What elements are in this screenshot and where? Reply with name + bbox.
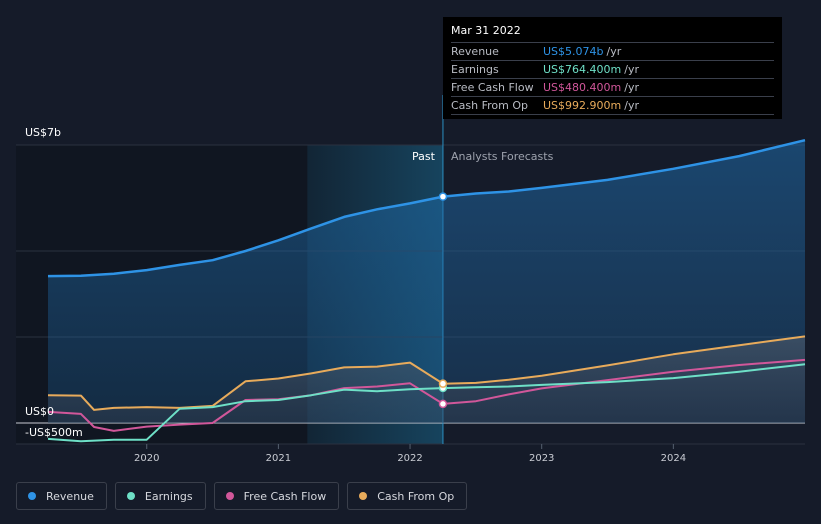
tooltip-unit: /yr	[624, 81, 639, 94]
series-line-cash-from-op	[47, 335, 806, 411]
legend-dot-icon	[28, 492, 36, 500]
y-label-negative: -US$500m	[25, 426, 83, 439]
series-line-earnings	[47, 363, 806, 443]
tooltip-label: Free Cash Flow	[451, 81, 534, 94]
cash-from-op-area	[48, 336, 805, 423]
tooltip-row-revenue: Revenue US$5.074b /yr	[451, 43, 774, 61]
forecast-label: Analysts Forecasts	[451, 150, 554, 163]
legend-item-revenue[interactable]: Revenue	[16, 482, 107, 510]
y-label-zero: US$0	[25, 405, 55, 418]
tooltip-unit: /yr	[624, 63, 639, 76]
marker-free-cash-flow	[438, 399, 448, 409]
tooltip-label: Revenue	[451, 45, 499, 58]
x-tick-label: 2021	[266, 453, 291, 464]
tooltip: Mar 31 2022 Revenue US$5.074b /yr Earnin…	[443, 17, 782, 119]
legend-dot-icon	[359, 492, 368, 500]
legend-dot-icon	[126, 492, 135, 500]
legend-item-earnings[interactable]: Earnings	[114, 482, 206, 510]
legend-label: Revenue	[46, 489, 94, 503]
marker-cash-from-op	[438, 379, 448, 388]
series-areas	[48, 140, 805, 423]
x-tick-label: 2023	[529, 453, 554, 464]
legend-label: Earnings	[144, 489, 193, 503]
legend-item-free-cash-flow[interactable]: Free Cash Flow	[213, 482, 340, 510]
series-lines	[47, 138, 806, 443]
legend-dot-icon	[225, 492, 234, 500]
tooltip-date: Mar 31 2022	[451, 24, 774, 43]
y-label-top: US$7b	[25, 126, 62, 139]
revenue-area	[48, 140, 805, 423]
past-label: Past	[412, 150, 436, 163]
tooltip-label: Cash From Op	[451, 99, 529, 112]
series-line-revenue	[47, 138, 806, 278]
tooltip-row-free-cash-flow: Free Cash Flow US$480.400m /yr	[451, 79, 774, 97]
hover-markers	[438, 192, 448, 409]
legend-label: Free Cash Flow	[243, 489, 327, 503]
tooltip-label: Earnings	[451, 63, 499, 76]
legend: Revenue Earnings Free Cash Flow Cash Fro…	[16, 482, 468, 510]
tooltip-row-cash-from-op: Cash From Op US$992.900m /yr	[451, 97, 774, 115]
tooltip-value: US$480.400m	[543, 81, 622, 94]
tooltip-unit: /yr	[624, 99, 639, 112]
legend-label: Cash From Op	[377, 489, 455, 503]
tooltip-value: US$764.400m	[543, 63, 622, 76]
x-tick-label: 2020	[134, 453, 159, 464]
x-tick-label: 2024	[661, 453, 686, 464]
legend-item-cash-from-op[interactable]: Cash From Op	[347, 482, 468, 510]
x-tick-label: 2022	[397, 453, 422, 464]
marker-revenue	[438, 192, 448, 201]
tooltip-value: US$992.900m	[543, 99, 622, 112]
tooltip-value: US$5.074b	[543, 45, 604, 58]
tooltip-row-earnings: Earnings US$764.400m /yr	[451, 61, 774, 79]
tooltip-unit: /yr	[606, 45, 622, 58]
x-axis: 2020 2021 2022 2023 2024	[134, 444, 686, 464]
